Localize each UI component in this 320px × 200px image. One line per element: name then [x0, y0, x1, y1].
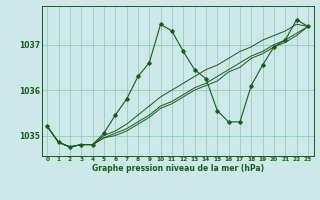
- X-axis label: Graphe pression niveau de la mer (hPa): Graphe pression niveau de la mer (hPa): [92, 164, 264, 173]
